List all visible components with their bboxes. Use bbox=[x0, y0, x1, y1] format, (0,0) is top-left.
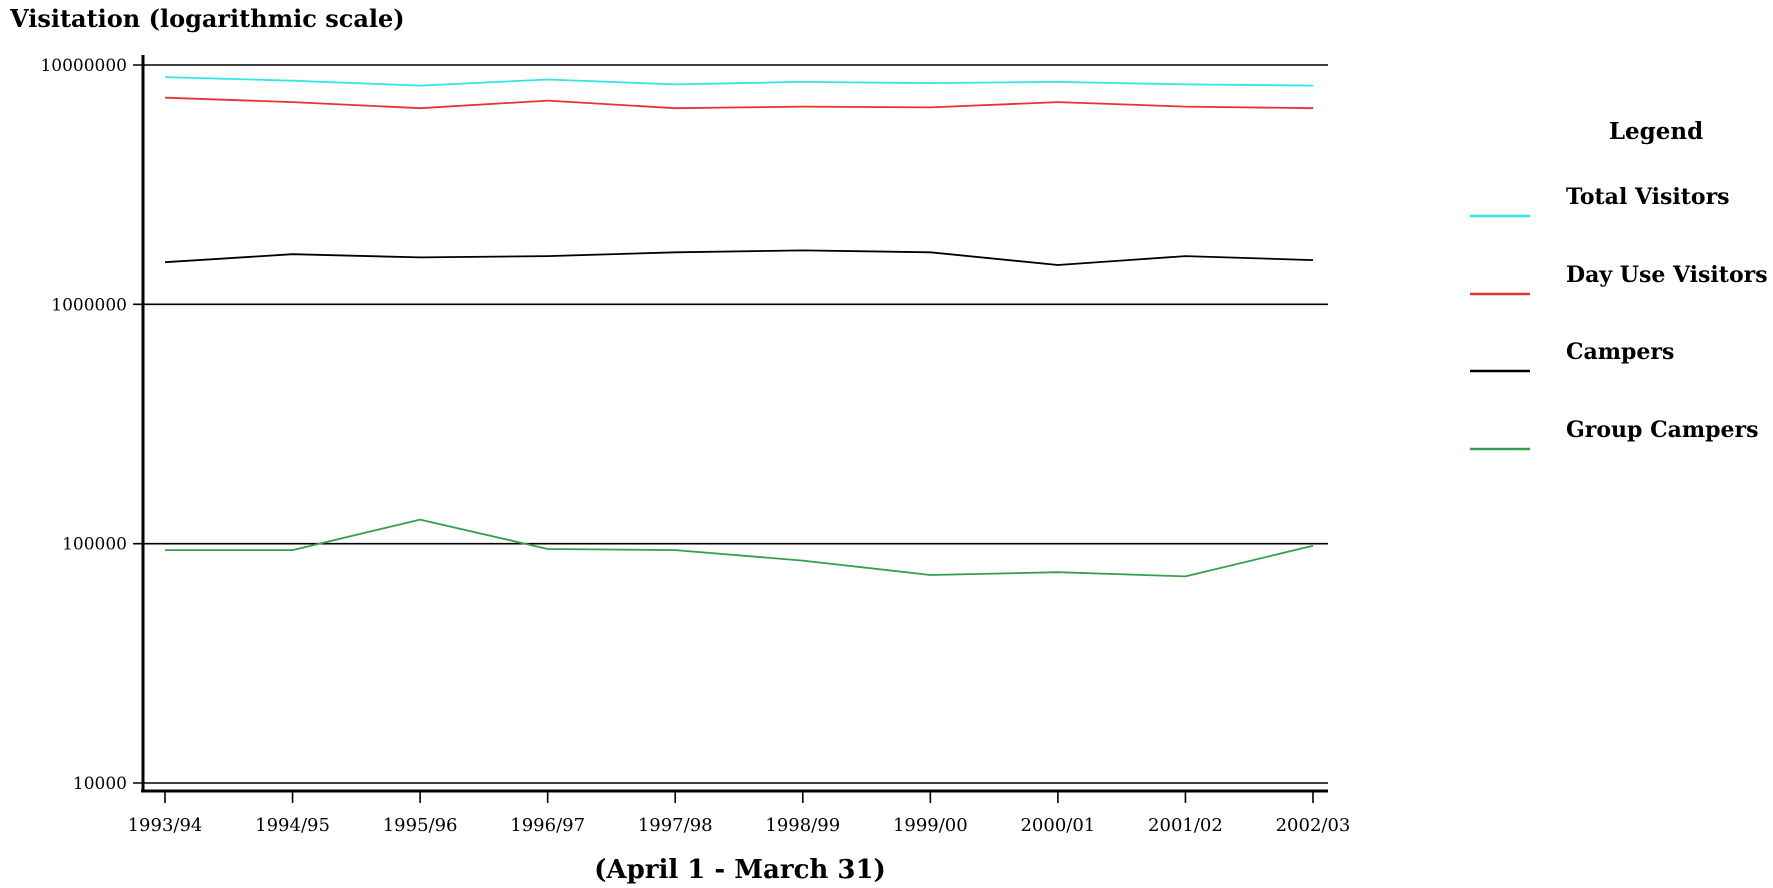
legend-label-1: Day Use Visitors bbox=[1566, 262, 1768, 288]
axes bbox=[141, 55, 1328, 793]
x-tick-label: 1994/95 bbox=[255, 815, 330, 836]
y-tick-labels: 10000 100000 1000000 10000000 bbox=[40, 56, 127, 794]
y-tick-label: 1000000 bbox=[51, 295, 127, 315]
x-axis-title: (April 1 - March 31) bbox=[594, 855, 886, 885]
legend-label-3: Group Campers bbox=[1566, 417, 1759, 443]
legend-label-2: Campers bbox=[1566, 339, 1674, 365]
x-tick-label: 2000/01 bbox=[1020, 815, 1095, 836]
x-tick-label: 1993/94 bbox=[128, 815, 203, 836]
x-tick-label: 2002/03 bbox=[1276, 815, 1351, 836]
x-tick-label: 1999/00 bbox=[893, 815, 968, 836]
x-tick-label: 1997/98 bbox=[638, 815, 713, 836]
series-lines bbox=[164, 76, 1314, 578]
y-axis-title: Visitation (logarithmic scale) bbox=[9, 4, 405, 33]
series-line-1 bbox=[164, 96, 1314, 110]
series-line-3 bbox=[165, 518, 1314, 578]
x-tick-label: 1995/96 bbox=[383, 815, 458, 836]
x-tick-label: 1996/97 bbox=[510, 815, 585, 836]
legend: Legend Total Visitors Day Use Visitors Cam… bbox=[1470, 118, 1768, 451]
x-tick-label: 1998/99 bbox=[765, 815, 840, 836]
y-tick-label: 100000 bbox=[62, 535, 127, 555]
x-tick-labels: 1993/94 1994/95 1995/96 1996/97 1997/98 1998/… bbox=[128, 791, 1351, 836]
x-tick-label: 2001/02 bbox=[1148, 815, 1223, 836]
y-tick-label: 10000 bbox=[73, 774, 127, 794]
gridlines bbox=[133, 64, 1328, 784]
legend-label-0: Total Visitors bbox=[1566, 184, 1730, 210]
legend-title: Legend bbox=[1609, 118, 1703, 145]
y-tick-label: 10000000 bbox=[40, 56, 127, 76]
series-line-2 bbox=[164, 249, 1314, 266]
series-line-0 bbox=[164, 76, 1314, 87]
